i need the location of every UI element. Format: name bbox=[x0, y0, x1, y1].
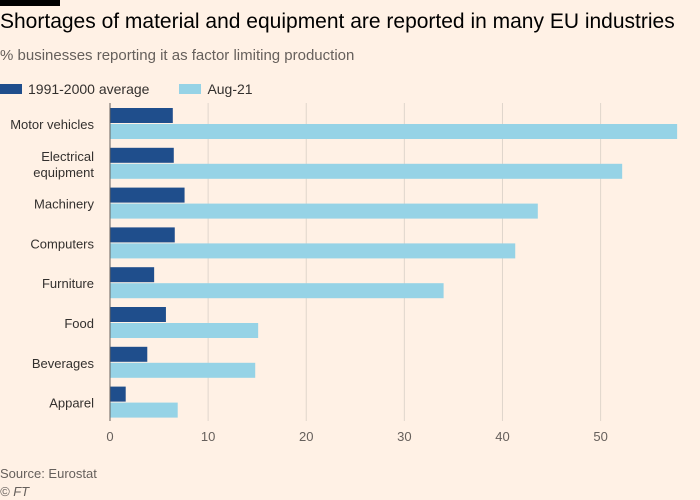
legend-label-1991-2000: 1991-2000 average bbox=[28, 81, 150, 97]
category-label-electrical-equipment: Electrical equipment bbox=[33, 149, 94, 180]
x-tick-label-10: 10 bbox=[201, 429, 215, 444]
copyright-note: © FT bbox=[0, 484, 30, 499]
bar-beverages-1991-2000 bbox=[110, 346, 148, 362]
legend-label-aug-21: Aug-21 bbox=[207, 81, 253, 97]
chart-title: Shortages of material and equipment are … bbox=[0, 10, 675, 33]
legend-swatch-aug-21 bbox=[179, 84, 202, 94]
category-label-computers: Computers bbox=[30, 236, 94, 251]
bar-furniture-aug-21 bbox=[110, 283, 444, 299]
x-tick-label-0: 0 bbox=[106, 429, 113, 444]
x-tick-label-20: 20 bbox=[299, 429, 313, 444]
category-label-furniture: Furniture bbox=[42, 276, 94, 291]
bar-food-1991-2000 bbox=[110, 307, 166, 322]
category-label-machinery: Machinery bbox=[34, 197, 94, 212]
category-label-food: Food bbox=[64, 316, 94, 331]
category-label-motor-vehicles: Motor vehicles bbox=[10, 117, 94, 132]
bar-electrical-equipment-aug-21 bbox=[110, 163, 623, 179]
x-tick-label-30: 30 bbox=[397, 429, 411, 444]
ft-brand-bar bbox=[0, 0, 60, 6]
legend-item-1991-2000: 1991-2000 average bbox=[0, 81, 149, 97]
bar-furniture-1991-2000 bbox=[110, 267, 155, 283]
bar-beverages-aug-21 bbox=[110, 362, 256, 378]
bar-machinery-aug-21 bbox=[110, 203, 538, 219]
x-tick-label-40: 40 bbox=[495, 429, 509, 444]
legend-swatch-1991-2000 bbox=[0, 84, 22, 94]
x-tick-label-50: 50 bbox=[593, 429, 607, 444]
bar-motor-vehicles-1991-2000 bbox=[110, 108, 173, 123]
bar-apparel-1991-2000 bbox=[110, 386, 126, 402]
chart-legend: 1991-2000 average Aug-21 bbox=[0, 80, 283, 98]
bar-chart: 0 10 20 30 40 50 Motor vehicles Electrical equip… bbox=[10, 103, 678, 444]
bar-computers-aug-21 bbox=[110, 243, 516, 259]
bar-machinery-1991-2000 bbox=[110, 187, 185, 203]
bar-motor-vehicles-aug-21 bbox=[110, 124, 678, 139]
category-label-beverages: Beverages bbox=[32, 356, 95, 371]
category-label-apparel: Apparel bbox=[49, 396, 94, 411]
bar-apparel-aug-21 bbox=[110, 402, 178, 418]
bar-electrical-equipment-1991-2000 bbox=[110, 147, 174, 163]
source-note: Source: Eurostat bbox=[0, 466, 97, 481]
bar-food-aug-21 bbox=[110, 323, 259, 338]
legend-item-aug-21: Aug-21 bbox=[179, 81, 253, 97]
bar-computers-1991-2000 bbox=[110, 227, 175, 243]
chart-subtitle: % businesses reporting it as factor limi… bbox=[0, 47, 355, 64]
